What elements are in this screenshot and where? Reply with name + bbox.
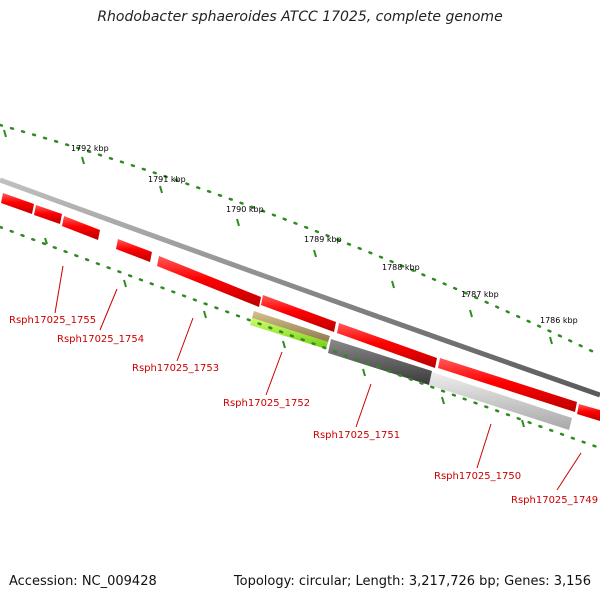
gene-block bbox=[1, 193, 34, 214]
gene-block bbox=[116, 239, 152, 262]
major-tick bbox=[44, 237, 48, 245]
gene-labels: Rsph17025_1755 Rsph17025_1754 Rsph17025_… bbox=[9, 315, 598, 506]
forward-features bbox=[1, 193, 600, 421]
inner-features bbox=[250, 311, 572, 430]
outer-major-ticks bbox=[3, 129, 553, 345]
genome-backbone bbox=[0, 177, 600, 398]
gene-block bbox=[34, 205, 62, 224]
gene-block bbox=[337, 323, 437, 368]
label-leaders bbox=[54, 265, 582, 491]
leader-line bbox=[476, 423, 492, 469]
map-title: Rhodobacter sphaeroides ATCC 17025, comp… bbox=[97, 9, 503, 25]
major-tick bbox=[313, 249, 317, 258]
leader-line bbox=[355, 383, 372, 428]
inner-tick-ring bbox=[0, 225, 600, 450]
leader-line bbox=[54, 265, 64, 314]
accession-text: Accession: NC_009428 bbox=[9, 574, 157, 589]
gene-block-light bbox=[429, 372, 572, 430]
kbp-labels: 1792 kbp 1791 kbp 1790 kbp 1789 kbp 1788… bbox=[71, 144, 578, 325]
outer-tick-ring bbox=[0, 123, 600, 357]
kbp-label-1788: 1788 kbp bbox=[382, 263, 420, 272]
leader-line bbox=[556, 452, 582, 491]
leader-line bbox=[99, 288, 118, 331]
major-tick bbox=[282, 340, 286, 349]
major-tick bbox=[236, 218, 240, 227]
major-tick bbox=[81, 156, 85, 165]
kbp-label-1790: 1790 kbp bbox=[226, 205, 264, 214]
gene-label-1749: Rsph17025_1749 bbox=[511, 495, 598, 506]
major-tick bbox=[521, 419, 525, 428]
gene-label-1753: Rsph17025_1753 bbox=[132, 363, 219, 374]
kbp-label-1792: 1792 kbp bbox=[71, 144, 109, 153]
gene-block-tan bbox=[252, 311, 330, 342]
major-tick bbox=[159, 185, 163, 194]
gene-label-1752: Rsph17025_1752 bbox=[223, 398, 310, 409]
leader-line bbox=[176, 317, 194, 362]
gene-block bbox=[157, 256, 261, 307]
kbp-label-1791: 1791 kbp bbox=[148, 175, 186, 184]
gene-label-1750: Rsph17025_1750 bbox=[434, 471, 521, 482]
major-tick bbox=[441, 396, 445, 405]
major-tick bbox=[123, 279, 127, 288]
gene-label-1751: Rsph17025_1751 bbox=[313, 430, 400, 441]
major-tick bbox=[549, 336, 553, 345]
gene-block bbox=[62, 216, 100, 240]
major-tick bbox=[469, 309, 473, 318]
gene-block bbox=[577, 404, 600, 421]
major-tick bbox=[362, 368, 366, 377]
leader-line bbox=[265, 351, 283, 396]
major-tick bbox=[203, 310, 207, 319]
gene-label-1755: Rsph17025_1755 bbox=[9, 315, 96, 326]
topology-text: Topology: circular; Length: 3,217,726 bp… bbox=[233, 574, 591, 589]
major-tick bbox=[3, 129, 7, 138]
gene-label-1754: Rsph17025_1754 bbox=[57, 334, 144, 345]
gene-block-dark bbox=[328, 339, 432, 385]
major-tick bbox=[391, 280, 395, 289]
gene-block-lime bbox=[250, 318, 328, 349]
kbp-label-1786: 1786 kbp bbox=[540, 316, 578, 325]
gene-block bbox=[261, 295, 336, 332]
kbp-label-1789: 1789 kbp bbox=[304, 235, 342, 244]
kbp-label-1787: 1787 kbp bbox=[461, 290, 499, 299]
gene-block bbox=[438, 358, 577, 412]
inner-major-ticks bbox=[44, 237, 525, 428]
